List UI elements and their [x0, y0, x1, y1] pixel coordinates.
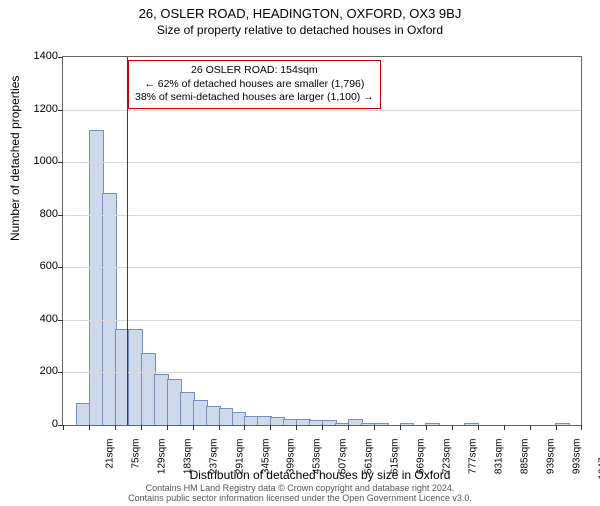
- xtick-mark: [400, 425, 401, 430]
- callout-box: 26 OSLER ROAD: 154sqm← 62% of detached h…: [128, 60, 381, 109]
- grid-line: [63, 372, 581, 373]
- ytick-mark: [58, 162, 63, 163]
- histogram-bar: [555, 423, 570, 425]
- grid-line: [63, 162, 581, 163]
- chart-subtitle: Size of property relative to detached ho…: [0, 23, 600, 37]
- grid-line: [63, 215, 581, 216]
- xtick-mark: [374, 425, 375, 430]
- ytick-label: 1000: [18, 155, 58, 167]
- xtick-mark: [556, 425, 557, 430]
- xtick-mark: [322, 425, 323, 430]
- callout-line: 38% of semi-detached houses are larger (…: [135, 91, 374, 105]
- grid-line: [63, 320, 581, 321]
- x-axis-label: Distribution of detached houses by size …: [20, 468, 600, 482]
- ytick-mark: [58, 215, 63, 216]
- xtick-mark: [167, 425, 168, 430]
- ytick-label: 800: [18, 208, 58, 220]
- callout-line: 26 OSLER ROAD: 154sqm: [135, 64, 374, 78]
- ytick-mark: [58, 372, 63, 373]
- ytick-mark: [58, 267, 63, 268]
- histogram-bar: [374, 423, 389, 425]
- xtick-mark: [504, 425, 505, 430]
- xtick-mark: [115, 425, 116, 430]
- xtick-mark: [270, 425, 271, 430]
- xtick-mark: [141, 425, 142, 430]
- callout-line: ← 62% of detached houses are smaller (1,…: [135, 78, 374, 92]
- xtick-mark: [296, 425, 297, 430]
- ytick-mark: [58, 320, 63, 321]
- footer-attribution: Contains HM Land Registry data © Crown c…: [0, 484, 600, 504]
- ytick-label: 0: [18, 418, 58, 430]
- ytick-label: 600: [18, 260, 58, 272]
- ytick-label: 1400: [18, 50, 58, 62]
- ytick-label: 400: [18, 313, 58, 325]
- xtick-mark: [63, 425, 64, 430]
- grid-line: [63, 110, 581, 111]
- ytick-label: 200: [18, 365, 58, 377]
- ytick-mark: [58, 110, 63, 111]
- footer-line-2: Contains public sector information licen…: [0, 494, 600, 504]
- ytick-mark: [58, 57, 63, 58]
- xtick-mark: [244, 425, 245, 430]
- histogram-bar: [425, 423, 440, 425]
- xtick-mark: [193, 425, 194, 430]
- grid-line: [63, 267, 581, 268]
- xtick-mark: [581, 425, 582, 430]
- xtick-mark: [530, 425, 531, 430]
- histogram-bar: [400, 423, 415, 425]
- xtick-mark: [478, 425, 479, 430]
- chart-container: 26, OSLER ROAD, HEADINGTON, OXFORD, OX3 …: [0, 6, 600, 506]
- plot-area: 21sqm75sqm129sqm183sqm237sqm291sqm345sqm…: [62, 56, 582, 426]
- reference-line: [127, 57, 128, 425]
- xtick-mark: [219, 425, 220, 430]
- ytick-label: 1200: [18, 103, 58, 115]
- xtick-mark: [452, 425, 453, 430]
- xtick-mark: [348, 425, 349, 430]
- xtick-mark: [426, 425, 427, 430]
- chart-title: 26, OSLER ROAD, HEADINGTON, OXFORD, OX3 …: [0, 6, 600, 21]
- xtick-mark: [89, 425, 90, 430]
